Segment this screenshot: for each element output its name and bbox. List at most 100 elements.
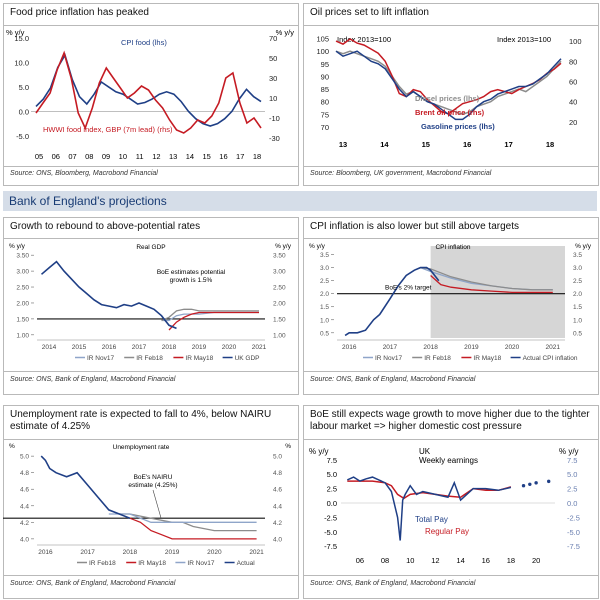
y-right-tick: 4.2 (273, 520, 282, 527)
legend-brent: Brent oil price (rhs) (415, 108, 485, 117)
x-tick-label: 2020 (222, 344, 237, 351)
x-tick-label: 14 (380, 140, 389, 149)
y-right-label: % y/y (575, 243, 592, 250)
panel-oil-prices: Oil prices set to lift inflation Source:… (303, 3, 599, 186)
series-line-hwwi-food (35, 50, 262, 134)
x-tick-label: 2017 (132, 344, 147, 351)
y-left-tick: 2.5 (327, 485, 337, 494)
x-tick-label: 12 (431, 556, 439, 565)
title-divider (304, 25, 598, 26)
section-heading-text: Bank of England's projections (9, 194, 167, 208)
y-right-tick: 1.5 (573, 304, 582, 311)
series-line (129, 517, 257, 540)
legend-regular-pay: Regular Pay (425, 527, 469, 536)
x-tick-label: 15 (422, 140, 430, 149)
x-tick-label: 2018 (423, 344, 438, 351)
legend-hwwi-food: HWWI food index, GBP (7m lead) (rhs) (43, 125, 173, 134)
y-right-tick: 1.50 (273, 316, 286, 323)
y-right-tick: 40 (569, 98, 577, 107)
x-tick-label: 13 (169, 152, 177, 161)
y-right-tick: 5.0 (273, 454, 282, 461)
chart-title: Real GDP (136, 244, 165, 251)
annotation-text: BoE estimates potential (157, 269, 226, 276)
series-line-diesel (335, 50, 562, 116)
x-tick-label: 10 (406, 556, 414, 565)
panel-title: Unemployment rate is expected to fall to… (10, 409, 272, 432)
y-left-tick: 2.5 (320, 278, 329, 285)
y-left-tick: 0.0 (327, 499, 337, 508)
series-line (108, 513, 257, 523)
y-left-tick: 95 (321, 60, 329, 69)
y-left-tick: 3.0 (320, 265, 329, 272)
source-divider (304, 575, 598, 576)
chart-gdp-growth: % y/y % y/y Real GDP 3.50 3.00 2.50 2.00 1.50 1.… (9, 243, 292, 362)
chart-title: CPI inflation (435, 244, 470, 251)
y-left-tick: 85 (321, 85, 329, 94)
x-tick-label: 2021 (249, 549, 264, 556)
y-right-label: % y/y (559, 447, 579, 456)
title-divider (4, 25, 298, 26)
y-right-tick: 4.8 (273, 470, 282, 477)
annotation-arrow (152, 489, 162, 519)
x-tick-label: 2021 (252, 344, 267, 351)
legend-diesel: Diesel prices (lhs) (415, 94, 480, 103)
projection-dot (547, 479, 551, 484)
legend-label: IR Feb18 (136, 355, 163, 362)
x-tick-label: 2017 (383, 344, 398, 351)
chart-unemployment: % % Unemployment rate 5.0 4.8 4.6 4.4 4.2 4.0 5.0… (3, 443, 291, 567)
x-tick-label: 08 (381, 556, 389, 565)
y-left-tick: 1.0 (320, 317, 329, 324)
y-left-tick: 10.0 (14, 58, 29, 67)
y-left-tick: 7.5 (327, 456, 337, 465)
x-tick-label: 17 (236, 152, 244, 161)
y-right-tick: 0.5 (573, 330, 582, 337)
x-tick-label: 13 (339, 140, 347, 149)
y-left-label: % y/y (6, 28, 25, 37)
y-right-tick: -7.5 (567, 542, 580, 551)
x-tick-label: 2016 (102, 344, 117, 351)
y-right-tick: 2.00 (273, 300, 286, 307)
source-note: Source: ONS, Bank of England, Macrobond … (310, 580, 476, 587)
x-tick-label: 18 (507, 556, 515, 565)
y-left-tick: 5.0 (327, 470, 337, 479)
legend-gasoline: Gasoline prices (lhs) (421, 122, 495, 131)
x-tick-label: 05 (35, 152, 43, 161)
projection-dot (528, 482, 532, 486)
projection-dot (521, 484, 526, 488)
series-line (420, 266, 553, 291)
y-right-tick: -5.0 (567, 528, 580, 537)
x-tick-label: 20 (532, 556, 540, 565)
source-divider (4, 166, 298, 167)
x-tick-label: 14 (456, 556, 464, 565)
series-line-cpi-food (35, 53, 262, 127)
panel-title: Food price inflation has peaked (10, 7, 149, 18)
y-left-tick: 2.0 (320, 291, 329, 298)
y-left-tick: 1.50 (16, 316, 29, 323)
y-left-tick: 4.4 (20, 503, 29, 510)
series-line (344, 266, 440, 337)
y-right-label: % y/y (276, 28, 295, 37)
legend-cpi-food: CPI food (lhs) (121, 38, 167, 47)
title-divider (4, 238, 298, 239)
series-line (40, 455, 131, 519)
legend-label: IR Feb18 (424, 355, 451, 362)
legend-label: IR Nov17 (375, 355, 402, 362)
series-line-gasoline (335, 50, 562, 121)
y-right-label: Index 2013=100 (497, 35, 551, 44)
panel-title: CPI inflation is also lower but still ab… (310, 221, 519, 232)
x-tick-label: 2014 (42, 344, 57, 351)
y-right-tick: 2.5 (567, 485, 577, 494)
x-tick-label: 2018 (123, 549, 138, 556)
y-left-tick: 70 (321, 123, 329, 132)
y-right-tick: 10 (269, 94, 277, 103)
panel-title: Oil prices set to lift inflation (310, 7, 429, 18)
x-tick-label: 07 (68, 152, 76, 161)
panel-title: Growth to rebound to above-potential rat… (10, 221, 201, 232)
legend-label: IR May18 (185, 355, 213, 362)
title-divider (4, 439, 298, 440)
y-right-tick: 30 (269, 74, 277, 83)
y-left-tick: -5.0 (324, 528, 337, 537)
y-left-tick: 80 (321, 98, 329, 107)
source-note: Source: Bloomberg, UK government, Macrob… (310, 170, 492, 177)
y-right-tick: 1.0 (573, 317, 582, 324)
